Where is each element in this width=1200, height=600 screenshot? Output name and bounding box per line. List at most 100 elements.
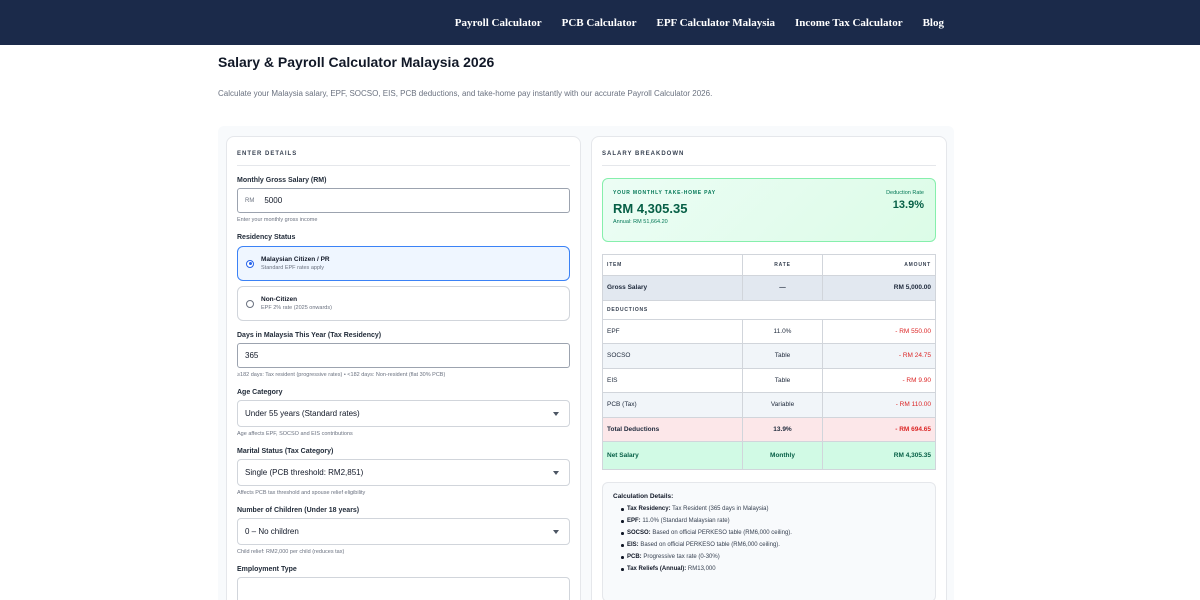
salary-label: Monthly Gross Salary (RM) bbox=[237, 177, 327, 184]
marital-select[interactable]: Single (PCB threshold: RM2,851) bbox=[237, 459, 570, 486]
list-item: EPF: 11.0% (Standard Malaysian rate) bbox=[621, 518, 925, 524]
residency-option-desc: Standard EPF rates apply bbox=[261, 265, 324, 271]
radio-unselected-icon[interactable] bbox=[246, 299, 254, 308]
salary-input[interactable]: RM 5000 bbox=[237, 188, 570, 213]
detail-text: Based on official PERKESO table (RM6,000… bbox=[640, 542, 780, 548]
list-item: Tax Residency: Tax Resident (365 days in… bbox=[621, 506, 925, 512]
nav-link-income-tax-calculator[interactable]: Income Tax Calculator bbox=[795, 16, 903, 29]
column-header-amount: AMOUNT bbox=[822, 254, 936, 276]
detail-text: Based on official PERKESO table (RM6,000… bbox=[652, 530, 792, 536]
salary-hint: Enter your monthly gross income bbox=[237, 217, 318, 223]
table-row-total-deductions: Total Deductions 13.9% - RM 694.65 bbox=[602, 416, 936, 442]
chevron-down-icon bbox=[553, 529, 559, 534]
column-header-item: ITEM bbox=[602, 254, 743, 276]
chevron-down-icon bbox=[553, 470, 559, 475]
detail-text: Progressive tax rate (0-30%) bbox=[643, 554, 720, 560]
takehome-amount: RM 4,305.35 bbox=[613, 201, 688, 216]
cell-amount: - RM 9.90 bbox=[822, 367, 936, 393]
currency-prefix: RM bbox=[245, 197, 255, 204]
detail-text: RM13,000 bbox=[687, 566, 716, 572]
nav-link-blog[interactable]: Blog bbox=[922, 16, 944, 29]
cell-rate: Monthly bbox=[742, 441, 823, 470]
top-navigation: Payroll Calculator PCB Calculator EPF Ca… bbox=[0, 0, 1200, 45]
nav-link-payroll-calculator[interactable]: Payroll Calculator bbox=[454, 16, 542, 29]
age-selected-value: Under 55 years (Standard rates) bbox=[245, 409, 360, 418]
days-label: Days in Malaysia This Year (Tax Residenc… bbox=[237, 332, 382, 339]
deduction-rate-label: Deduction Rate bbox=[886, 190, 924, 196]
list-item: EIS: Based on official PERKESO table (RM… bbox=[621, 542, 925, 548]
age-label: Age Category bbox=[237, 389, 283, 396]
salary-breakdown-card: SALARY BREAKDOWN YOUR MONTHLY TAKE-HOME … bbox=[591, 136, 947, 600]
days-hint: ≥182 days: Tax resident (progressive rat… bbox=[237, 372, 446, 378]
employment-label: Employment Type bbox=[237, 566, 297, 573]
breakdown-title: SALARY BREAKDOWN bbox=[602, 151, 936, 166]
takehome-summary: YOUR MONTHLY TAKE-HOME PAY RM 4,305.35 A… bbox=[602, 178, 936, 242]
deduction-rate-value: 13.9% bbox=[892, 199, 924, 211]
enter-details-card: ENTER DETAILS Monthly Gross Salary (RM) … bbox=[226, 136, 581, 600]
marital-hint: Affects PCB tax threshold and spouse rel… bbox=[237, 490, 366, 496]
residency-option-non-citizen[interactable]: Non-Citizen EPF 2% rate (2025 onwards) bbox=[237, 286, 570, 321]
table-row: SOCSO Table - RM 24.75 bbox=[602, 343, 936, 369]
cell-amount: RM 5,000.00 bbox=[822, 275, 936, 301]
salary-value: 5000 bbox=[264, 196, 283, 205]
list-item: Tax Reliefs (Annual): RM13,000 bbox=[621, 566, 925, 572]
days-value: 365 bbox=[245, 351, 259, 360]
cell-rate: Variable bbox=[742, 392, 823, 418]
residency-label: Residency Status bbox=[237, 234, 296, 241]
enter-details-title: ENTER DETAILS bbox=[237, 151, 570, 166]
cell-item: EIS bbox=[602, 367, 743, 393]
residency-option-title: Non-Citizen bbox=[261, 296, 298, 303]
table-row-gross: Gross Salary — RM 5,000.00 bbox=[602, 275, 936, 301]
detail-key: PCB: bbox=[627, 554, 642, 560]
page-content: Salary & Payroll Calculator Malaysia 202… bbox=[218, 54, 982, 600]
children-selected-value: 0 – No children bbox=[245, 527, 299, 536]
age-select[interactable]: Under 55 years (Standard rates) bbox=[237, 400, 570, 427]
table-group-deductions: DEDUCTIONS bbox=[602, 299, 936, 320]
table-row: PCB (Tax) Variable - RM 110.00 bbox=[602, 392, 936, 418]
detail-key: EIS: bbox=[627, 542, 639, 548]
detail-text: 11.0% (Standard Malaysian rate) bbox=[642, 518, 730, 524]
cell-item: Gross Salary bbox=[602, 275, 743, 301]
employment-select[interactable] bbox=[237, 577, 570, 600]
nav-link-pcb-calculator[interactable]: PCB Calculator bbox=[561, 16, 637, 29]
page-subtitle: Calculate your Malaysia salary, EPF, SOC… bbox=[218, 89, 713, 98]
page-title: Salary & Payroll Calculator Malaysia 202… bbox=[218, 54, 495, 70]
detail-key: EPF: bbox=[627, 518, 641, 524]
list-item: SOCSO: Based on official PERKESO table (… bbox=[621, 530, 925, 536]
annual-amount: Annual: RM 51,664.20 bbox=[613, 219, 668, 225]
calculator-container: ENTER DETAILS Monthly Gross Salary (RM) … bbox=[218, 126, 954, 600]
cell-item: Total Deductions bbox=[602, 416, 743, 442]
cell-item: Net Salary bbox=[602, 441, 743, 470]
age-hint: Age affects EPF, SOCSO and EIS contribut… bbox=[237, 431, 353, 437]
table-row: EPF 11.0% - RM 550.00 bbox=[602, 318, 936, 344]
details-list: Tax Residency: Tax Resident (365 days in… bbox=[613, 506, 925, 572]
cell-rate: 11.0% bbox=[742, 318, 823, 344]
nav-link-epf-calculator[interactable]: EPF Calculator Malaysia bbox=[656, 16, 776, 29]
column-header-rate: RATE bbox=[742, 254, 823, 276]
days-input[interactable]: 365 bbox=[237, 343, 570, 368]
cell-amount: RM 4,305.35 bbox=[822, 441, 936, 470]
children-hint: Child relief: RM2,000 per child (reduces… bbox=[237, 549, 345, 555]
radio-selected-icon[interactable] bbox=[246, 259, 254, 268]
deduction-rate: Deduction Rate 13.9% bbox=[886, 190, 924, 211]
detail-key: Tax Residency: bbox=[627, 506, 671, 512]
residency-option-desc: EPF 2% rate (2025 onwards) bbox=[261, 305, 332, 311]
marital-selected-value: Single (PCB threshold: RM2,851) bbox=[245, 468, 364, 477]
cell-amount: - RM 24.75 bbox=[822, 343, 936, 369]
group-label: DEDUCTIONS bbox=[602, 299, 936, 320]
list-item: PCB: Progressive tax rate (0-30%) bbox=[621, 554, 925, 560]
children-select[interactable]: 0 – No children bbox=[237, 518, 570, 545]
residency-option-citizen[interactable]: Malaysian Citizen / PR Standard EPF rate… bbox=[237, 246, 570, 281]
marital-label: Marital Status (Tax Category) bbox=[237, 448, 334, 455]
cell-amount: - RM 550.00 bbox=[822, 318, 936, 344]
cell-amount: - RM 110.00 bbox=[822, 392, 936, 418]
cell-rate: — bbox=[742, 275, 823, 301]
table-header-row: ITEM RATE AMOUNT bbox=[602, 254, 936, 276]
cell-item: SOCSO bbox=[602, 343, 743, 369]
table-row-net-salary: Net Salary Monthly RM 4,305.35 bbox=[602, 441, 936, 470]
detail-text: Tax Resident (365 days in Malaysia) bbox=[672, 506, 769, 512]
cell-rate: Table bbox=[742, 343, 823, 369]
cell-item: EPF bbox=[602, 318, 743, 344]
calculation-details: Calculation Details: Tax Residency: Tax … bbox=[602, 482, 936, 600]
takehome-label: YOUR MONTHLY TAKE-HOME PAY bbox=[613, 190, 716, 196]
